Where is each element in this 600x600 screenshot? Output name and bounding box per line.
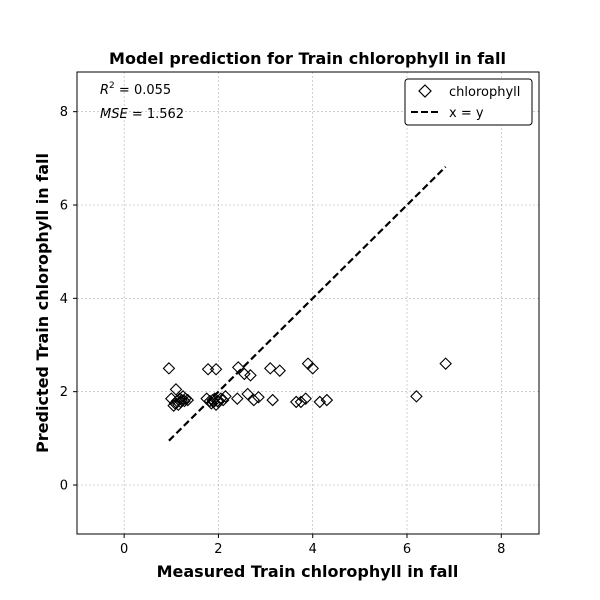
- data-point: [313, 395, 327, 409]
- data-point: [299, 392, 312, 405]
- data-point: [162, 362, 176, 375]
- legend-box: [404, 78, 533, 126]
- identity-line-layer: [168, 165, 447, 442]
- data-point: [181, 393, 195, 407]
- r2-annotation: R2 = 0.055: [100, 81, 171, 98]
- data-point: [175, 393, 188, 407]
- x-tick-label: 2: [214, 542, 222, 557]
- r2-symbol: R: [100, 83, 109, 98]
- axis-ticks: 0 2 4 6 8 0 2 4 6 8: [60, 105, 506, 557]
- grid: [77, 72, 539, 534]
- mse-annotation: MSE = 1.562: [100, 107, 184, 122]
- x-tick-label: 0: [120, 542, 128, 557]
- data-point: [410, 390, 423, 403]
- data-point: [219, 390, 232, 403]
- data-point: [264, 362, 277, 375]
- data-point: [216, 393, 230, 407]
- mse-value: = 1.562: [128, 107, 184, 122]
- plot-area-frame: [76, 71, 540, 535]
- data-point: [172, 398, 185, 412]
- r2-exponent: 2: [109, 81, 115, 91]
- data-point: [252, 390, 265, 404]
- data-point: [214, 392, 228, 405]
- x-tick-label: 6: [403, 542, 411, 557]
- data-point: [179, 392, 192, 405]
- scatter-points: [162, 357, 452, 412]
- mse-symbol: MSE: [100, 107, 128, 122]
- x-tick-label: 4: [309, 542, 317, 557]
- data-point: [273, 364, 286, 377]
- data-point: [266, 393, 279, 407]
- y-tick-label: 6: [60, 199, 68, 214]
- y-tick-label: 8: [60, 105, 68, 120]
- data-point: [231, 361, 245, 374]
- y-tick-label: 4: [60, 292, 68, 307]
- x-axis-title: Measured Train chlorophyll in fall: [157, 562, 459, 581]
- y-tick-label: 0: [60, 479, 68, 494]
- data-point: [294, 395, 308, 409]
- data-point: [289, 395, 303, 409]
- legend-label-chlorophyll: chlorophyll: [449, 85, 520, 100]
- data-point: [320, 393, 334, 407]
- y-tick-label: 2: [60, 385, 68, 400]
- data-point: [244, 369, 257, 382]
- data-point: [169, 383, 183, 396]
- data-point: [247, 393, 261, 407]
- legend-label-identity: x = y: [449, 106, 484, 121]
- data-point: [241, 387, 254, 401]
- data-point: [212, 395, 225, 409]
- x-tick-label: 8: [497, 542, 505, 557]
- chart-title: Model prediction for Train chlorophyll i…: [109, 49, 506, 68]
- data-point: [205, 397, 218, 410]
- legend: chlorophyll x = y: [404, 78, 533, 126]
- legend-diamond-marker: [418, 84, 432, 98]
- identity-line: [168, 165, 447, 442]
- data-point: [231, 392, 244, 405]
- y-axis-title: Predicted Train chlorophyll in fall: [33, 153, 52, 453]
- data-point: [439, 357, 452, 370]
- r2-value: = 0.055: [115, 83, 171, 98]
- data-point: [306, 362, 319, 375]
- data-point: [209, 362, 223, 376]
